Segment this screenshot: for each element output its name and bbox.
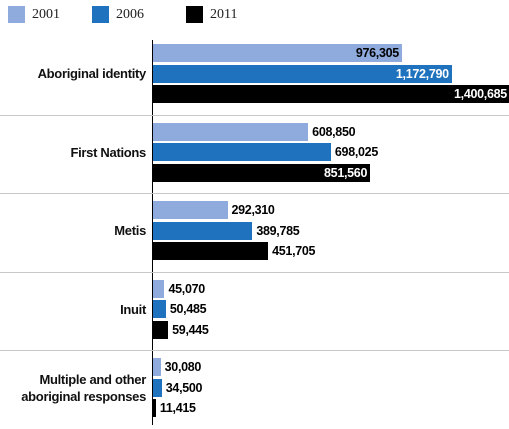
bar [153,64,452,83]
separator [0,271,509,273]
separator [0,193,509,194]
category-label: Aboriginal identity [37,66,147,81]
value-label: 11,415 [159,401,196,415]
category-label: First Nations [70,144,146,160]
value-label: 976,305 [355,46,399,60]
bar [153,143,331,161]
legend-swatch [92,6,109,23]
value-label: 851,560 [324,165,368,180]
value-label: 30,080 [164,360,202,374]
legend-label: 2011 [210,7,238,22]
bar [153,320,169,339]
legend-swatch [8,6,25,23]
bar [153,300,166,318]
bar [153,85,509,103]
bar [153,378,162,397]
separator [0,350,509,351]
bar [153,358,161,376]
axis-line [152,40,153,425]
value-label: 1,400,685 [454,87,507,101]
category-label: Inuit [120,301,146,317]
bar [153,44,402,62]
category-label: Multiple and other aboriginal responses [21,371,146,404]
value-label: 1,172,790 [395,66,449,81]
bar [153,163,371,182]
legend-swatch [186,6,203,23]
value-label: 50,485 [169,302,207,316]
category-label: Metis [114,223,146,238]
bar [153,201,228,219]
bar [153,279,165,298]
legend-label: 2001 [32,7,60,22]
value-label: 292,310 [231,203,275,217]
value-label: 45,070 [168,281,205,296]
bar [153,221,253,240]
value-label: 451,705 [272,244,316,258]
bar [153,122,309,141]
separator [0,114,509,116]
legend-label: 2006 [116,7,144,22]
value-label: 34,500 [165,380,203,395]
value-label: 698,025 [334,145,378,159]
value-label: 389,785 [256,223,300,238]
bar [153,242,269,260]
bar [153,399,156,417]
value-label: 608,850 [312,124,356,139]
value-label: 59,445 [172,322,209,337]
